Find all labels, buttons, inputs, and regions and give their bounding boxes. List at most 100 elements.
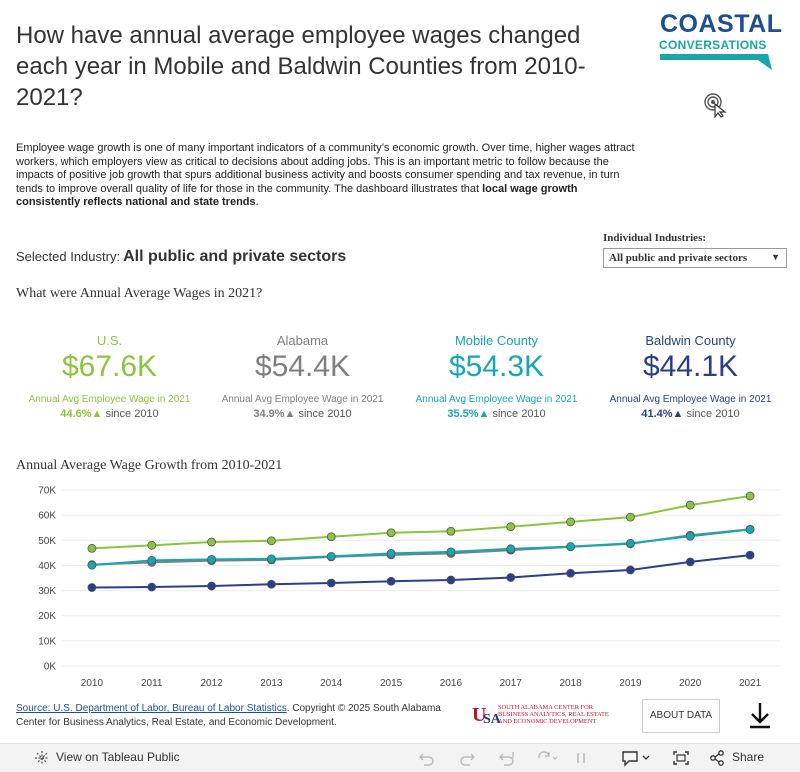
kpi-name: Alabama (276, 333, 329, 348)
kpi-baldwin-county: Baldwin County $44.1K Annual Avg Employe… (593, 333, 788, 420)
kpi-change-pct: 41.4%▲ (641, 408, 684, 420)
x-tick-label: 2012 (200, 678, 223, 689)
chart-title: Annual Average Wage Growth from 2010-202… (16, 458, 283, 473)
page-title: How have annual average employee wages c… (16, 22, 586, 111)
click-cursor-icon (704, 93, 727, 118)
comment-icon[interactable] (620, 749, 652, 767)
data-point (207, 581, 216, 591)
intro-bold: local wage growth consistently reflects … (16, 182, 578, 209)
data-point (386, 528, 396, 538)
data-point (267, 536, 276, 546)
kpi-change-pct: 44.6%▲ (60, 408, 103, 420)
kpi-value: $54.4K (254, 350, 351, 383)
x-tick-label: 2014 (320, 678, 343, 689)
dropdown-arrow-icon: ▼ (771, 252, 780, 262)
y-tick-label: 60K (38, 511, 56, 522)
data-point (386, 576, 396, 586)
share-label[interactable]: Share (732, 750, 765, 764)
data-point (446, 575, 456, 585)
refresh-icon[interactable] (536, 750, 558, 766)
x-tick-label: 2021 (739, 678, 762, 689)
kpi-change-since: since 2010 (295, 408, 352, 420)
download-icon[interactable] (744, 699, 776, 731)
usa-logo-text3: AND ECONOMIC DEVELOPMENT (498, 718, 596, 725)
revert-icon[interactable] (498, 750, 516, 766)
kpi-alabama: Alabama $54.4K Annual Avg Employee Wage … (205, 333, 400, 420)
x-tick-label: 2011 (141, 678, 163, 689)
view-on-tableau-link[interactable]: View on Tableau Public (56, 750, 180, 764)
kpi-subtitle: Annual Avg Employee Wage in 2021 (609, 394, 772, 405)
selected-industry-label: Selected Industry: (16, 249, 121, 264)
svg-text:SA: SA (483, 712, 502, 726)
y-tick-label: 10K (38, 636, 56, 647)
intro-paragraph: Employee wage growth is one of many impo… (16, 142, 636, 210)
kpi-subtitle: Annual Avg Employee Wage in 2021 (221, 394, 384, 405)
industry-filter-value: All public and private sectors (609, 252, 748, 264)
kpi-change: 35.5%▲ since 2010 (399, 408, 594, 420)
data-point (506, 522, 516, 532)
data-point (147, 540, 157, 550)
y-tick-label: 70K (38, 486, 56, 497)
selected-industry: Selected Industry: All public and private… (16, 248, 346, 266)
redo-icon[interactable] (458, 750, 476, 766)
usa-center-logo: U SA SOUTH ALABAMA CENTER FOR BUSINESS A… (472, 704, 609, 726)
data-point (326, 578, 336, 588)
data-point (685, 500, 695, 510)
about-data-button[interactable]: ABOUT DATA (642, 699, 720, 733)
kpi-name: Mobile County (454, 333, 539, 348)
data-point (87, 583, 97, 592)
kpi-change-since: since 2010 (102, 408, 159, 420)
kpi-value: $54.3K (448, 350, 545, 383)
kpi-us: U.S. $67.6K Annual Avg Employee Wage in … (12, 333, 207, 420)
kpi-change: 44.6%▲ since 2010 (12, 408, 207, 420)
y-tick-label: 50K (38, 536, 56, 547)
kpi-mobile-county: Mobile County $54.3K Annual Avg Employee… (399, 333, 594, 420)
y-tick-label: 40K (38, 561, 56, 572)
kpi-name: U.S. (96, 333, 123, 348)
data-point (566, 568, 575, 578)
data-point (87, 560, 97, 570)
y-tick-label: 30K (38, 586, 56, 597)
x-tick-label: 2015 (380, 678, 403, 689)
tableau-logo-icon (35, 751, 49, 765)
data-point (87, 543, 97, 553)
data-point (207, 554, 216, 564)
data-point (207, 537, 216, 547)
data-point (566, 517, 575, 527)
kpi-subtitle: Annual Avg Employee Wage in 2021 (28, 394, 191, 405)
series-line (91, 495, 751, 550)
svg-text:U: U (472, 704, 486, 726)
data-point (386, 548, 396, 558)
undo-icon[interactable] (418, 750, 436, 766)
fullscreen-icon[interactable] (672, 750, 690, 766)
industry-filter-dropdown[interactable]: All public and private sectors ▼ (603, 248, 787, 268)
data-point (446, 547, 456, 557)
kpi-subtitle: Annual Avg Employee Wage in 2021 (415, 394, 578, 405)
share-icon[interactable] (709, 750, 725, 766)
kpi-change: 41.4%▲ since 2010 (593, 408, 788, 420)
data-point (506, 544, 516, 554)
usa-logo-text1: SOUTH ALABAMA CENTER FOR (498, 704, 594, 711)
kpi-name: Baldwin County (645, 333, 736, 348)
usa-logo-text2: BUSINESS ANALYTICS, REAL ESTATE (498, 711, 609, 718)
kpi-change: 34.9%▲ since 2010 (205, 408, 400, 420)
data-point (685, 531, 695, 541)
data-point (626, 538, 635, 548)
kpi-change-pct: 35.5%▲ (447, 408, 490, 420)
x-tick-label: 2017 (500, 678, 523, 689)
selected-industry-value: All public and private sectors (123, 248, 347, 265)
source-link[interactable]: Source: U.S. Department of Labor, Bureau… (16, 703, 287, 714)
data-point (326, 551, 336, 561)
logo-line2: CONVERSATIONS (659, 38, 767, 52)
y-tick-label: 20K (38, 611, 56, 622)
kpi-change-since: since 2010 (489, 408, 546, 420)
series-line (91, 528, 751, 567)
industry-filter-label: Individual Industries: (603, 232, 707, 244)
logo-line1: COASTAL (660, 10, 783, 38)
x-tick-label: 2010 (81, 678, 104, 689)
y-tick-label: 0K (44, 662, 57, 673)
coastal-conversations-logo: COASTAL CONVERSATIONS (656, 10, 782, 72)
pause-icon[interactable] (573, 750, 589, 766)
data-point (267, 579, 276, 589)
data-point (626, 512, 635, 522)
